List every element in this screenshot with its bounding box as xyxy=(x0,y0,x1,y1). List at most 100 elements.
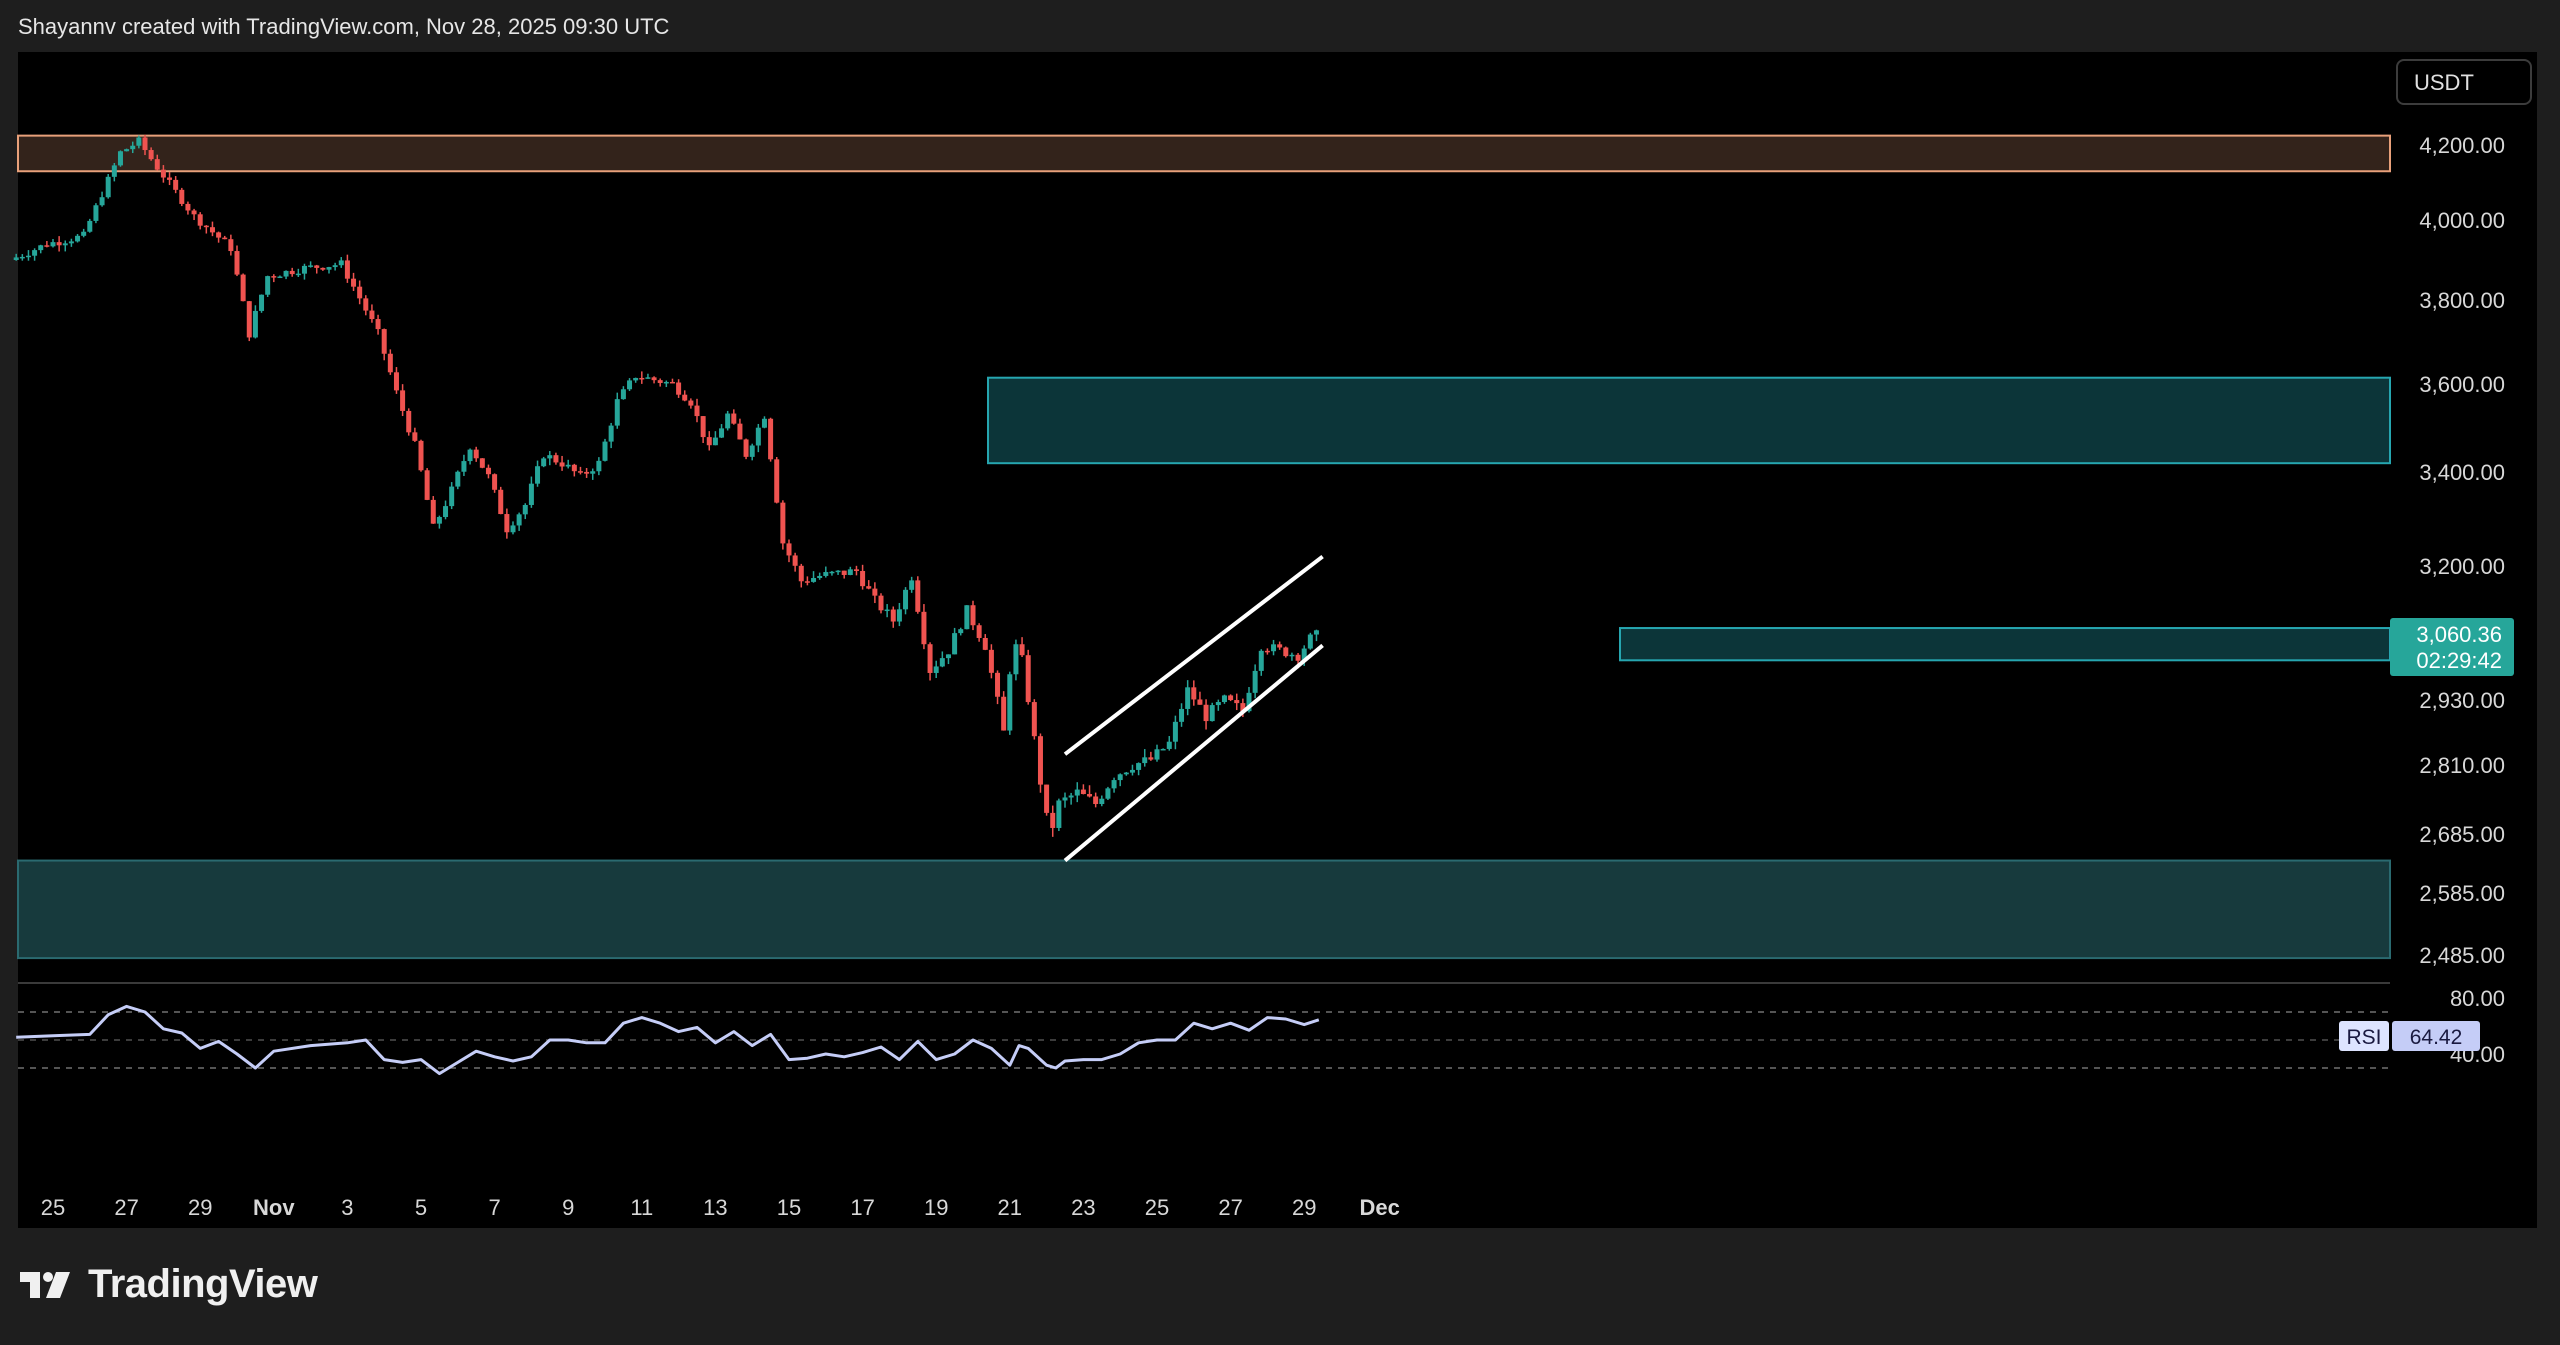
ascending-channel[interactable] xyxy=(1063,555,1324,863)
zone-mid-supply xyxy=(1619,627,2391,662)
candle-body xyxy=(185,203,191,211)
candle-body xyxy=(504,514,510,533)
candle-body xyxy=(976,625,982,638)
candle-body xyxy=(197,214,203,226)
candle-body xyxy=(1221,695,1227,703)
candle-body xyxy=(81,231,87,236)
zone-demand xyxy=(17,859,2391,960)
candle-body xyxy=(56,242,62,246)
candle-body xyxy=(743,439,749,457)
candle-body xyxy=(884,609,890,612)
candle-body xyxy=(798,565,804,582)
candle-body xyxy=(1007,674,1013,731)
tradingview-logo[interactable]: TradingView xyxy=(20,1262,318,1307)
currency-button[interactable]: USDT xyxy=(2396,59,2532,105)
candle-body xyxy=(93,205,99,221)
price-tick-label: 3,800.00 xyxy=(2419,288,2505,313)
candle-body xyxy=(952,633,958,655)
candle-body xyxy=(945,654,951,659)
price-tick-label: 3,400.00 xyxy=(2419,460,2505,485)
channel-line-upper xyxy=(1063,555,1324,756)
candle-body xyxy=(351,278,357,287)
price-tick-label: 2,585.00 xyxy=(2419,881,2505,906)
candle-body xyxy=(933,666,939,673)
candle-body xyxy=(909,580,915,590)
candle-body xyxy=(32,250,38,256)
candle-body xyxy=(1037,736,1043,785)
time-axis: 25 27 29 Nov 3 5 7 9 11 13 15 17 19 21 23 25 27 29 Dec xyxy=(41,1195,1400,1220)
candle-body xyxy=(332,265,338,268)
candle-body xyxy=(173,179,179,190)
candle-body xyxy=(1001,696,1007,731)
brand-name: TradingView xyxy=(88,1262,318,1306)
candle-body xyxy=(1283,647,1289,657)
candle-body xyxy=(1191,687,1197,700)
time-tick-label: 7 xyxy=(488,1195,500,1220)
candle-body xyxy=(19,256,25,259)
candle-body xyxy=(44,245,50,247)
candle-body xyxy=(473,449,479,459)
candle-body xyxy=(853,569,859,571)
time-tick-label: 29 xyxy=(188,1195,212,1220)
candle-body xyxy=(222,237,228,240)
time-tick-label: 27 xyxy=(1218,1195,1242,1220)
candle-body xyxy=(203,225,209,228)
candle-body xyxy=(1142,757,1148,764)
candle-body xyxy=(449,486,455,507)
candle-body xyxy=(1111,780,1117,789)
candle-body xyxy=(265,276,271,295)
candle-body xyxy=(412,432,418,441)
candle-body xyxy=(1099,798,1105,805)
time-tick-label: 19 xyxy=(924,1195,948,1220)
candle-body xyxy=(522,504,528,515)
candle-body xyxy=(418,440,424,471)
candle-body xyxy=(62,243,68,246)
candle-body xyxy=(1019,644,1025,656)
candle-body xyxy=(1252,670,1258,693)
candle-body xyxy=(841,570,847,575)
price-tick-label: 2,810.00 xyxy=(2419,753,2505,778)
candle-body xyxy=(363,298,369,311)
candle-body xyxy=(761,418,767,428)
candle-body xyxy=(1025,655,1031,703)
candle-body xyxy=(111,165,117,177)
candle-body xyxy=(1031,702,1037,737)
candle-body xyxy=(1179,708,1185,722)
candle-body xyxy=(246,301,252,338)
candle-body xyxy=(1301,648,1307,661)
candle-body xyxy=(320,267,326,270)
candle-body xyxy=(1295,654,1301,661)
candle-body xyxy=(369,310,375,320)
candle-body xyxy=(1087,794,1093,797)
candle-body xyxy=(731,413,737,424)
candle-body xyxy=(283,270,289,277)
candle-body xyxy=(1185,687,1191,709)
candle-body xyxy=(1129,769,1135,773)
rsi-legend-badge: RSI 64.42 xyxy=(2339,1021,2480,1051)
candle-body xyxy=(117,151,123,166)
candle-body xyxy=(1313,630,1319,635)
time-tick-label: Nov xyxy=(253,1195,295,1220)
candle-body xyxy=(964,605,970,630)
candle-body xyxy=(277,276,283,279)
candle-body xyxy=(792,555,798,566)
candle-body xyxy=(1209,705,1215,722)
candle-body xyxy=(620,389,626,400)
candle-body xyxy=(1080,789,1086,795)
candle-body xyxy=(430,499,436,524)
candle-body xyxy=(633,377,639,381)
candle-body xyxy=(1258,650,1264,671)
candle-body xyxy=(768,418,774,460)
candle-body xyxy=(719,428,725,438)
chart-background xyxy=(18,52,2390,1228)
candle-body xyxy=(1264,650,1270,653)
price-axis: 4,200.00 4,000.00 3,800.00 3,600.00 3,400.00… xyxy=(2419,133,2505,968)
candle-body xyxy=(492,474,498,490)
candle-body xyxy=(804,581,810,583)
candle-body xyxy=(357,286,363,299)
candle-body xyxy=(1074,789,1080,796)
candle-body xyxy=(344,260,350,279)
price-tick-label: 2,685.00 xyxy=(2419,822,2505,847)
candle-body xyxy=(1240,703,1246,712)
